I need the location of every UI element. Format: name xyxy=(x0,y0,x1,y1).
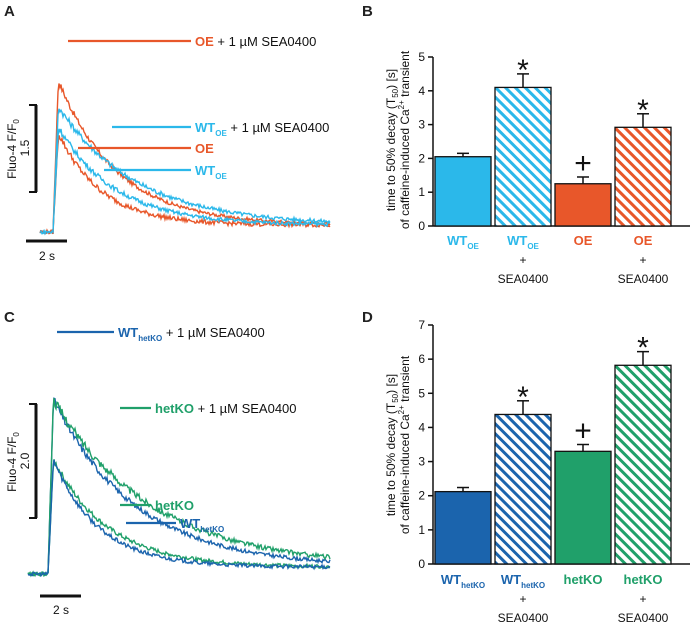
legend-label-wt-oe-1-m-sea0400: WTOE + 1 µM SEA0400 xyxy=(195,120,329,138)
bar-wt-oe xyxy=(434,156,492,227)
y-tick-label: 4 xyxy=(418,84,425,98)
significance-mark-hetko: + xyxy=(574,415,592,448)
significance-mark-oe: + xyxy=(574,147,592,180)
significance-mark-wt-hetko-sea0400: * xyxy=(517,381,529,414)
trace-oe xyxy=(39,135,331,235)
panel-a-traces: OE + 1 µM SEA0400 WTOE + 1 µM SEA0400 OE WT… xyxy=(5,34,331,263)
bar-hetko-sea0400 xyxy=(614,364,672,565)
legend-label-wt-hetko: WThetKO xyxy=(180,516,224,534)
y-axis-label-line1: time to 50% decay (T50) [s] xyxy=(384,374,400,516)
y-tick-label: 5 xyxy=(418,50,425,64)
bar-wt-hetko xyxy=(434,490,492,565)
legend-label-hetko: hetKO xyxy=(155,498,194,513)
y-tick-label: 2 xyxy=(418,151,425,165)
y-tick-label: 6 xyxy=(418,352,425,366)
scale-bar-y-label: 2.0 xyxy=(18,452,32,469)
category-drug-oe-sea0400: SEA0400 xyxy=(618,272,669,286)
y-tick-label: 1 xyxy=(418,523,425,537)
y-axis-label: Fluo-4 F/F0 xyxy=(5,119,21,179)
category-plus-wt-hetko-sea0400: + xyxy=(519,592,526,606)
bar-hetko xyxy=(554,450,612,565)
trace-wt-hetko-1-m-sea0400 xyxy=(27,397,331,577)
y-tick-label: 0 xyxy=(418,557,425,571)
category-label-wt-oe-sea0400: WTOE xyxy=(507,233,539,251)
bar-oe-sea0400 xyxy=(614,126,672,227)
legend-label-oe: OE xyxy=(195,141,214,156)
y-tick-label: 0 xyxy=(418,219,425,233)
y-axis-label-line2: of caffeine-induced Ca2+ transient xyxy=(397,50,412,229)
y-tick-label: 3 xyxy=(418,118,425,132)
panel-label-c: C xyxy=(4,309,15,326)
panel-label-d: D xyxy=(362,309,373,326)
y-axis-label-line1: time to 50% decay (T50) [s] xyxy=(384,69,400,211)
trace-hetko-1-m-sea0400 xyxy=(27,398,331,578)
significance-mark-hetko-sea0400: * xyxy=(637,332,649,365)
trace-hetko xyxy=(27,459,331,578)
trace-wt-hetko xyxy=(27,459,331,578)
category-plus-hetko-sea0400: + xyxy=(639,592,646,606)
significance-mark-oe-sea0400: * xyxy=(637,94,649,127)
category-label-oe-sea0400: OE xyxy=(634,233,653,248)
scale-bar-y-label: 1.5 xyxy=(18,139,32,156)
y-axis-label-line2: of caffeine-induced Ca2+ transient xyxy=(397,355,412,534)
panel-label-a: A xyxy=(4,3,15,20)
panel-d-bar-chart: time to 50% decay (T50) [s] of caffeine-… xyxy=(384,318,690,625)
panel-c-traces: WThetKO + 1 µM SEA0400 hetKO + 1 µM SEA04… xyxy=(5,325,331,617)
category-label-oe: OE xyxy=(574,233,593,248)
legend-label-hetko-1-m-sea0400: hetKO + 1 µM SEA0400 xyxy=(155,401,297,416)
category-label-wt-oe: WTOE xyxy=(447,233,479,251)
y-tick-label: 1 xyxy=(418,185,425,199)
category-drug-wt-hetko-sea0400: SEA0400 xyxy=(498,611,549,625)
significance-mark-wt-oe-sea0400: * xyxy=(517,54,529,87)
y-tick-label: 7 xyxy=(418,318,425,332)
y-axis-label: Fluo-4 F/F0 xyxy=(5,432,21,492)
y-tick-label: 3 xyxy=(418,455,425,469)
category-label-wt-hetko: WThetKO xyxy=(441,572,485,590)
panel-b-bar-chart: time to 50% decay (T50) [s] of caffeine-… xyxy=(384,50,690,286)
category-drug-hetko-sea0400: SEA0400 xyxy=(618,611,669,625)
panel-label-b: B xyxy=(362,3,373,20)
legend-label-wt-oe: WTOE xyxy=(195,163,227,181)
category-label-hetko-sea0400: hetKO xyxy=(624,572,663,587)
category-label-wt-hetko-sea0400: WThetKO xyxy=(501,572,545,590)
y-tick-label: 4 xyxy=(418,420,425,434)
y-tick-label: 5 xyxy=(418,386,425,400)
trace-oe-1-m-sea0400 xyxy=(39,83,331,235)
bar-oe xyxy=(554,183,612,227)
category-plus-wt-oe-sea0400: + xyxy=(519,253,526,267)
category-plus-oe-sea0400: + xyxy=(639,253,646,267)
y-tick-label: 2 xyxy=(418,489,425,503)
category-drug-wt-oe-sea0400: SEA0400 xyxy=(498,272,549,286)
trace-wt-oe xyxy=(39,128,330,236)
bar-wt-hetko-sea0400 xyxy=(494,413,552,565)
trace-wt-oe-1-m-sea0400 xyxy=(39,108,331,235)
scale-bar-x-label: 2 s xyxy=(39,249,55,263)
legend-label-wt-hetko-1-m-sea0400: WThetKO + 1 µM SEA0400 xyxy=(118,325,265,343)
bar-wt-oe-sea0400 xyxy=(494,86,552,227)
category-label-hetko: hetKO xyxy=(564,572,603,587)
scale-bar-x-label: 2 s xyxy=(53,603,69,617)
legend-label-oe-1-m-sea0400: OE + 1 µM SEA0400 xyxy=(195,34,316,49)
